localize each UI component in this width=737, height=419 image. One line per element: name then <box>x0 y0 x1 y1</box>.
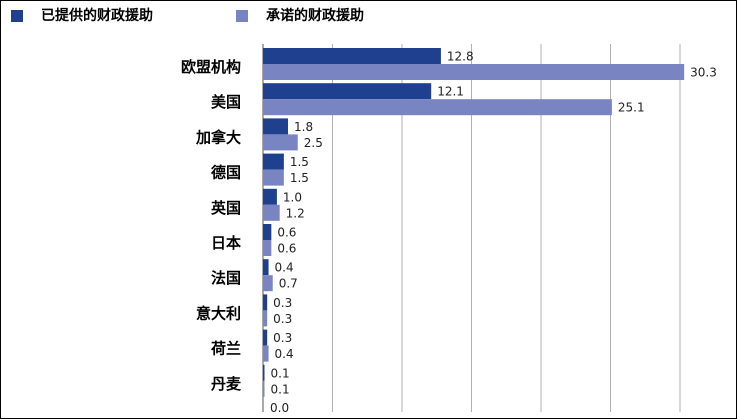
value-label-committed-7: 0.3 <box>273 312 292 326</box>
value-label-committed-0: 30.3 <box>690 66 717 80</box>
bar-provided-7 <box>263 294 268 311</box>
bar-committed-2 <box>263 134 298 151</box>
value-label-provided-2: 1.8 <box>294 120 313 134</box>
category-label-6: 法国 <box>211 269 241 287</box>
bar-committed-7 <box>263 310 268 327</box>
category-label-9: 丹麦 <box>211 375 242 393</box>
trailing-value-label: 0.0 <box>270 401 289 415</box>
bar-provided-0 <box>263 48 441 64</box>
value-label-provided-5: 0.6 <box>277 226 296 240</box>
bar-committed-8 <box>263 345 269 362</box>
category-label-2: 加拿大 <box>195 128 241 146</box>
value-label-committed-6: 0.7 <box>279 277 298 291</box>
value-label-provided-6: 0.4 <box>275 261 294 275</box>
bar-committed-5 <box>263 240 272 256</box>
category-label-8: 荷兰 <box>211 340 241 358</box>
legend-swatch-provided <box>11 10 23 22</box>
value-label-provided-7: 0.3 <box>273 296 292 310</box>
bar-committed-4 <box>263 204 280 221</box>
value-label-provided-0: 12.8 <box>447 50 474 64</box>
bar-provided-6 <box>263 259 269 276</box>
legend-label-committed: 承诺的财政援助 <box>266 8 364 24</box>
category-label-7: 意大利 <box>196 304 241 322</box>
bar-provided-1 <box>263 83 432 100</box>
bar-provided-8 <box>263 329 268 346</box>
value-label-committed-5: 0.6 <box>277 242 296 256</box>
bar-committed-9 <box>263 380 265 397</box>
category-label-5: 日本 <box>211 234 241 252</box>
value-label-committed-2: 2.5 <box>304 136 323 150</box>
value-label-committed-8: 0.4 <box>275 347 294 361</box>
value-label-provided-8: 0.3 <box>273 331 292 345</box>
bar-provided-9 <box>263 364 265 381</box>
bar-provided-3 <box>263 153 284 170</box>
value-label-provided-3: 1.5 <box>290 155 309 169</box>
bar-provided-4 <box>263 188 277 205</box>
legend-label-provided: 已提供的财政援助 <box>41 8 153 24</box>
category-label-0: 欧盟机构 <box>181 58 241 76</box>
bar-committed-0 <box>263 64 685 80</box>
bar-committed-6 <box>263 275 273 292</box>
value-label-committed-1: 25.1 <box>618 101 645 115</box>
bar-provided-2 <box>263 118 289 135</box>
value-label-committed-3: 1.5 <box>290 171 309 185</box>
value-label-committed-4: 1.2 <box>286 206 305 220</box>
category-label-1: 美国 <box>211 93 241 111</box>
bar-provided-5 <box>263 224 272 240</box>
value-label-provided-4: 1.0 <box>283 190 302 204</box>
bar-committed-3 <box>263 169 284 186</box>
bar-committed-1 <box>263 99 612 116</box>
value-label-provided-9: 0.1 <box>271 366 290 380</box>
category-label-4: 英国 <box>211 199 241 217</box>
value-label-committed-9: 0.1 <box>271 382 290 396</box>
category-label-3: 德国 <box>211 164 241 182</box>
legend-swatch-committed <box>236 10 248 22</box>
value-label-provided-1: 12.1 <box>437 85 464 99</box>
